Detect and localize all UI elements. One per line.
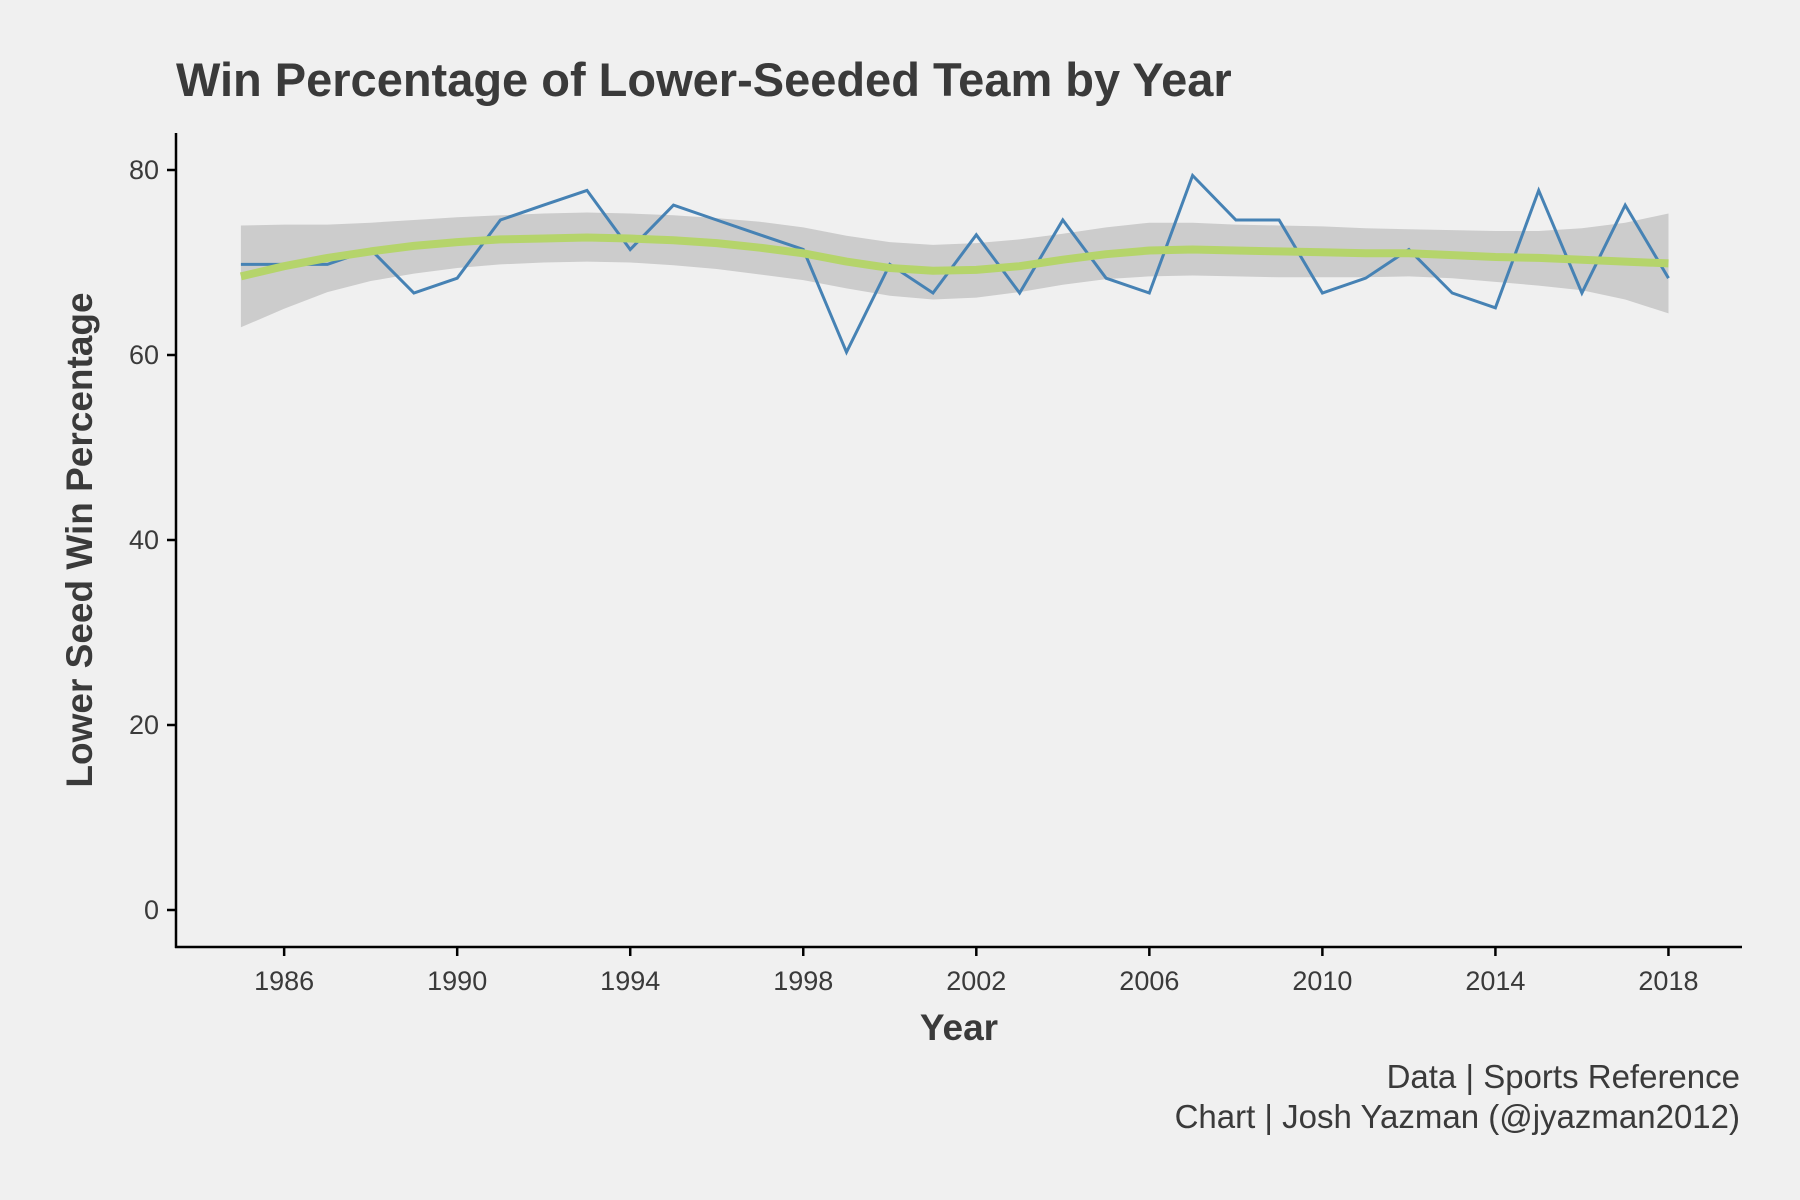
x-tick-label-2010: 2010 [1292, 966, 1352, 996]
x-tick-label-2014: 2014 [1465, 966, 1525, 996]
x-tick-label-2006: 2006 [1119, 966, 1179, 996]
chart-title: Win Percentage of Lower-Seeded Team by Y… [176, 53, 1232, 106]
x-tick-label-1986: 1986 [254, 966, 314, 996]
x-tick-label-2018: 2018 [1638, 966, 1698, 996]
y-tick-label-80: 80 [129, 155, 159, 185]
y-axis-title: Lower Seed Win Percentage [59, 292, 100, 787]
win-percentage-line [240, 172, 1670, 356]
x-tick-label-1998: 1998 [773, 966, 833, 996]
y-axis-ticks: 0 20 40 60 80 [129, 155, 176, 925]
y-tick-label-60: 60 [129, 340, 159, 370]
plot-area [239, 172, 1670, 356]
x-axis-ticks: 1986 1990 1994 1998 2002 2006 2010 2014 2018 [254, 947, 1698, 996]
x-tick-label-2002: 2002 [946, 966, 1006, 996]
caption-data-source: Data | Sports Reference [1387, 1058, 1740, 1095]
caption-chart-author: Chart | Josh Yazman (@jyazman2012) [1175, 1098, 1740, 1135]
y-tick-label-0: 0 [144, 895, 159, 925]
x-tick-label-1990: 1990 [427, 966, 487, 996]
x-tick-label-1994: 1994 [600, 966, 660, 996]
y-tick-label-20: 20 [129, 710, 159, 740]
smooth-trend-line [239, 233, 1669, 281]
y-tick-label-40: 40 [129, 525, 159, 555]
x-axis-title: Year [920, 1007, 998, 1048]
